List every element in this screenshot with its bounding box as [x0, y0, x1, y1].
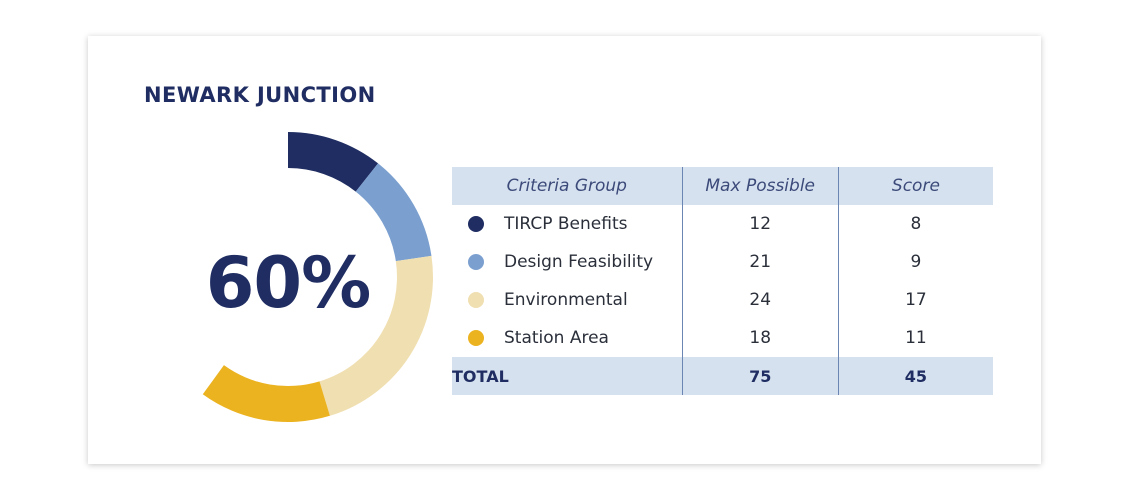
total-label: TOTAL	[452, 357, 683, 395]
header-criteria-group: Criteria Group	[452, 167, 683, 205]
table-row: Station Area 18 11	[452, 319, 993, 357]
legend-dot-design-feasibility	[468, 254, 484, 270]
criteria-label: TIRCP Benefits	[504, 214, 628, 234]
total-score: 45	[837, 357, 993, 395]
max-possible-value: 12	[681, 205, 839, 243]
legend-dot-environmental	[468, 292, 484, 308]
table-row: Design Feasibility 21 9	[452, 243, 993, 281]
project-title: NEWARK JUNCTION	[144, 83, 376, 107]
total-max-possible: 75	[681, 357, 839, 395]
table-header-row: Criteria Group Max Possible Score	[452, 167, 993, 205]
legend-dot-station-area	[468, 330, 484, 346]
criteria-table: Criteria Group Max Possible Score TIRCP …	[452, 167, 993, 395]
score-percent-label: 60%	[205, 242, 372, 324]
criteria-label: Environmental	[504, 290, 628, 310]
donut-segment-station-area	[202, 365, 330, 423]
legend-dot-tircp-benefits	[468, 216, 484, 232]
table-row: TIRCP Benefits 12 8	[452, 205, 993, 243]
score-value: 9	[837, 243, 993, 281]
criteria-label: Design Feasibility	[504, 252, 654, 272]
score-value: 8	[837, 205, 993, 243]
header-max-possible: Max Possible	[681, 167, 839, 205]
max-possible-value: 24	[681, 281, 839, 319]
header-score: Score	[837, 167, 993, 205]
score-card: NEWARK JUNCTION 60% Criteria Group Max P…	[88, 36, 1041, 464]
score-value: 11	[837, 319, 993, 357]
max-possible-value: 18	[681, 319, 839, 357]
score-value: 17	[837, 281, 993, 319]
max-possible-value: 21	[681, 243, 839, 281]
criteria-label: Station Area	[504, 328, 609, 348]
table-row: Environmental 24 17	[452, 281, 993, 319]
donut-segment-tircp-benefits	[288, 132, 379, 192]
table-total-row: TOTAL 75 45	[452, 357, 993, 395]
